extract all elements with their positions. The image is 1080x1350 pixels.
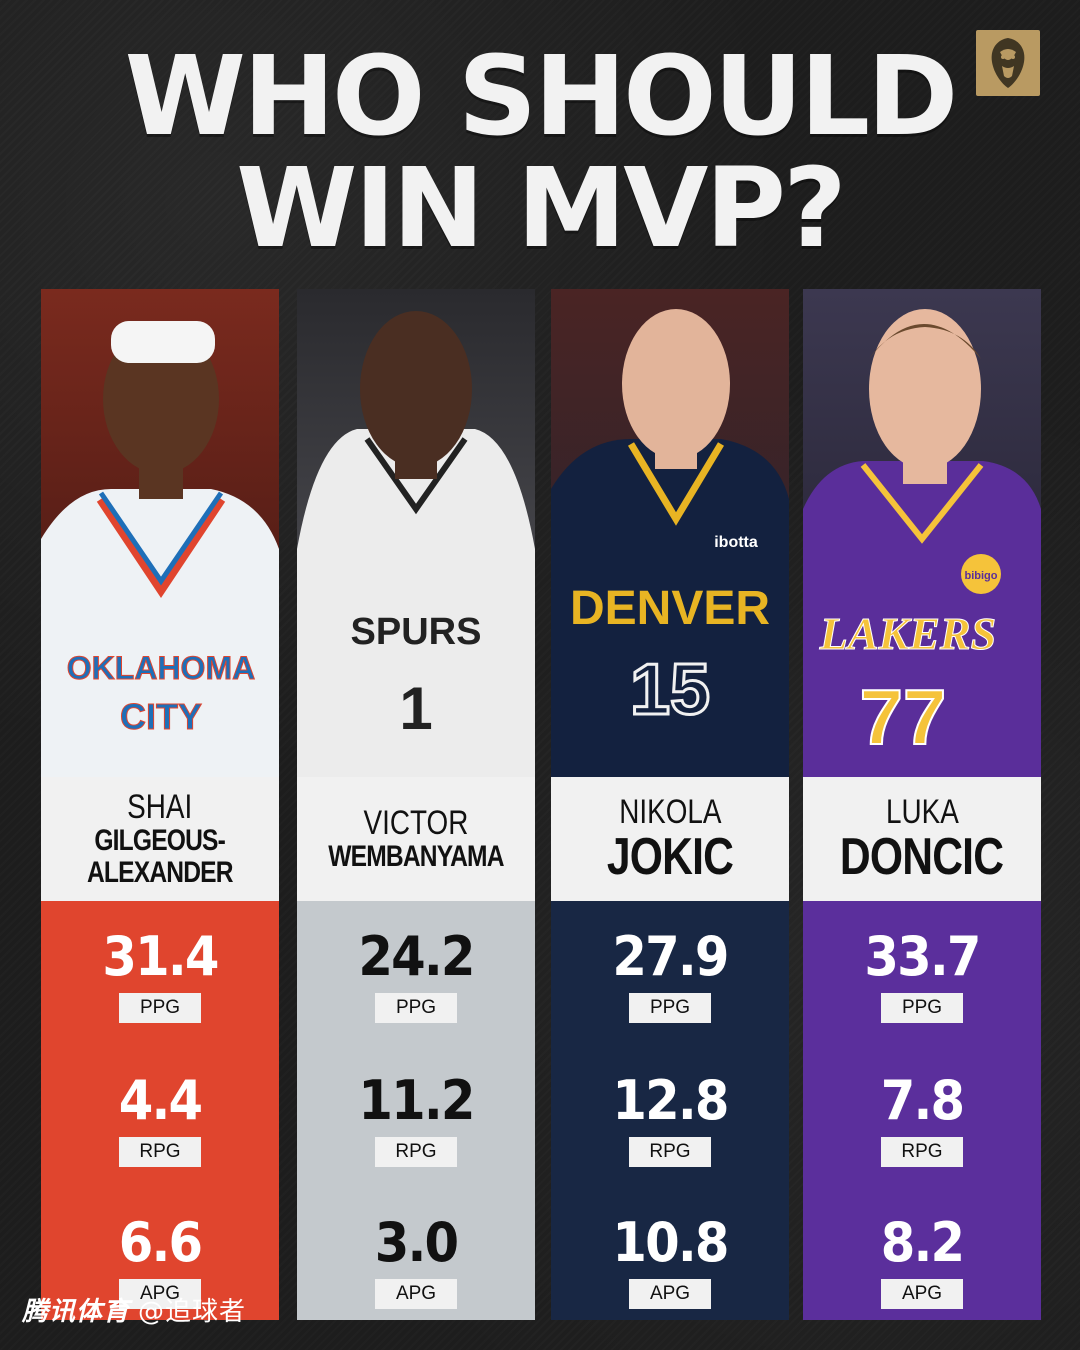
stat-label: RPG: [629, 1137, 711, 1167]
page-title: WHO SHOULD WIN MVP?: [0, 40, 1080, 264]
stat-label: APG: [375, 1279, 457, 1309]
last-name-line-2: ALEXANDER: [87, 856, 234, 889]
last-name-line-1: GILGEOUS-: [94, 824, 226, 857]
stat-apg: 3.0 APG: [297, 1213, 535, 1309]
player-photo-wembanyama: SPURS 1: [297, 289, 535, 777]
stat-rpg: 7.8 RPG: [803, 1071, 1041, 1167]
stat-apg: 6.6 APG: [41, 1213, 279, 1309]
stat-label: APG: [629, 1279, 711, 1309]
first-name: SHAI: [127, 788, 193, 826]
stat-value: 7.8: [880, 1069, 965, 1132]
watermark: 腾讯体育 @追球者: [22, 1296, 246, 1328]
last-name: JOKIC: [606, 828, 734, 886]
stats-panel-wembanyama: 24.2 PPG 11.2 RPG 3.0 APG: [297, 901, 535, 1320]
stats-panel-doncic: 33.7 PPG 7.8 RPG 8.2 APG: [803, 901, 1041, 1320]
stat-value: 12.8: [612, 1069, 729, 1132]
lion-head-icon: [976, 30, 1040, 96]
svg-text:15: 15: [630, 650, 710, 730]
stat-value: 10.8: [612, 1211, 729, 1274]
stat-ppg: 31.4 PPG: [41, 927, 279, 1023]
stat-label: RPG: [119, 1137, 201, 1167]
player-card-sga: OKLAHOMA CITY SHAI GILGEOUS- ALEXANDER 3…: [41, 289, 279, 1320]
stat-ppg: 24.2 PPG: [297, 927, 535, 1023]
title-line-2: WIN MVP?: [236, 144, 847, 272]
stat-label: APG: [119, 1279, 201, 1309]
stat-label: RPG: [375, 1137, 457, 1167]
stat-label: RPG: [881, 1137, 963, 1167]
svg-text:SPURS: SPURS: [351, 611, 482, 653]
stat-label: PPG: [375, 993, 457, 1023]
stat-apg: 10.8 APG: [551, 1213, 789, 1309]
last-name: DONCIC: [840, 828, 1004, 886]
watermark-brand: 腾讯体育: [22, 1297, 131, 1327]
stat-rpg: 12.8 RPG: [551, 1071, 789, 1167]
stat-label: APG: [881, 1279, 963, 1309]
stats-panel-jokic: 27.9 PPG 12.8 RPG 10.8 APG: [551, 901, 789, 1320]
stat-value: 27.9: [612, 925, 729, 988]
stat-ppg: 33.7 PPG: [803, 927, 1041, 1023]
last-name: WEMBANYAMA: [328, 840, 504, 873]
stat-value: 8.2: [880, 1211, 965, 1274]
svg-text:77: 77: [860, 673, 947, 761]
watermark-handle: @追球者: [138, 1297, 247, 1327]
stat-value: 33.7: [864, 925, 981, 988]
svg-text:LAKERS: LAKERS: [819, 608, 996, 659]
stat-rpg: 4.4 RPG: [41, 1071, 279, 1167]
stat-value: 4.4: [118, 1069, 203, 1132]
svg-text:ibotta: ibotta: [714, 534, 758, 551]
stat-rpg: 11.2 RPG: [297, 1071, 535, 1167]
stats-panel-sga: 31.4 PPG 4.4 RPG 6.6 APG: [41, 901, 279, 1320]
stat-apg: 8.2 APG: [803, 1213, 1041, 1309]
stat-value: 31.4: [102, 925, 219, 988]
stat-label: PPG: [881, 993, 963, 1023]
stat-value: 6.6: [118, 1211, 203, 1274]
svg-text:1: 1: [399, 675, 432, 742]
svg-text:CITY: CITY: [120, 696, 202, 737]
player-name-jokic: NIKOLA JOKIC: [551, 777, 789, 901]
stat-label: PPG: [119, 993, 201, 1023]
stat-ppg: 27.9 PPG: [551, 927, 789, 1023]
svg-text:bibigo: bibigo: [965, 570, 998, 582]
stat-value: 24.2: [358, 925, 475, 988]
svg-text:OKLAHOMA: OKLAHOMA: [67, 650, 255, 686]
first-name: NIKOLA: [618, 793, 722, 831]
player-name-wembanyama: VICTOR WEMBANYAMA: [297, 777, 535, 901]
player-photo-sga: OKLAHOMA CITY: [41, 289, 279, 777]
first-name: LUKA: [885, 793, 959, 831]
player-card-wembanyama: SPURS 1 VICTOR WEMBANYAMA 24.2 PPG 11.2 …: [297, 289, 535, 1320]
player-card-jokic: ibotta DENVER 15 NIKOLA JOKIC 27.9 PPG 1…: [551, 289, 789, 1320]
player-photo-jokic: ibotta DENVER 15: [551, 289, 789, 777]
stat-label: PPG: [629, 993, 711, 1023]
player-photo-doncic: bibigo LAKERS 77: [803, 289, 1041, 777]
player-name-doncic: LUKA DONCIC: [803, 777, 1041, 901]
stat-value: 3.0: [374, 1211, 459, 1274]
first-name: VICTOR: [363, 804, 469, 842]
player-name-sga: SHAI GILGEOUS- ALEXANDER: [41, 777, 279, 901]
svg-text:DENVER: DENVER: [570, 582, 770, 635]
player-card-doncic: bibigo LAKERS 77 LUKA DONCIC 33.7 PPG 7.…: [803, 289, 1041, 1320]
title-line-1: WHO SHOULD: [124, 32, 959, 160]
stat-value: 11.2: [358, 1069, 475, 1132]
